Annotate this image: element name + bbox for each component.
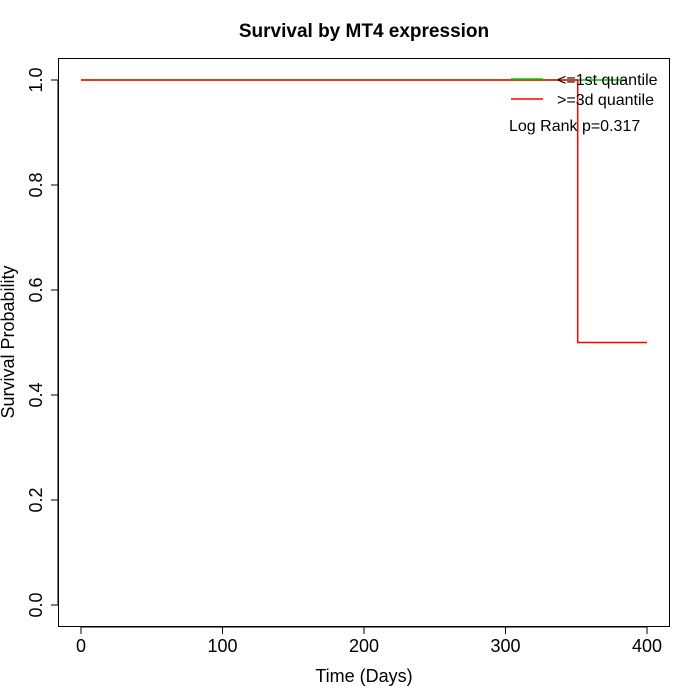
x-tick-label: 400 xyxy=(632,636,662,656)
y-tick-label: 0.0 xyxy=(26,592,46,617)
legend-label-0: <=1st quantile xyxy=(557,72,658,89)
x-axis-label: Time (Days) xyxy=(315,666,412,686)
x-tick-label: 200 xyxy=(349,636,379,656)
y-tick-label: 0.6 xyxy=(26,277,46,302)
y-axis-label: Survival Probability xyxy=(0,265,18,418)
x-tick-label: 0 xyxy=(76,636,86,656)
y-tick-label: 0.8 xyxy=(26,172,46,197)
y-tick-label: 0.2 xyxy=(26,487,46,512)
x-axis: 0 100 200 300 400 xyxy=(76,626,662,656)
x-tick-label: 300 xyxy=(490,636,520,656)
y-tick-label: 1.0 xyxy=(26,67,46,92)
chart-title: Survival by MT4 expression xyxy=(239,21,489,42)
series-line-1 xyxy=(81,79,647,344)
legend: <=1st quantile >=3d quantile xyxy=(511,72,658,109)
log-rank-annotation: Log Rank p=0.317 xyxy=(509,118,640,135)
legend-label-1: >=3d quantile xyxy=(557,92,654,109)
y-tick-label: 0.4 xyxy=(26,382,46,407)
y-axis: 0.0 0.2 0.4 0.6 0.8 1.0 xyxy=(26,67,59,618)
series-layer xyxy=(81,79,647,344)
x-tick-label: 100 xyxy=(207,636,237,656)
